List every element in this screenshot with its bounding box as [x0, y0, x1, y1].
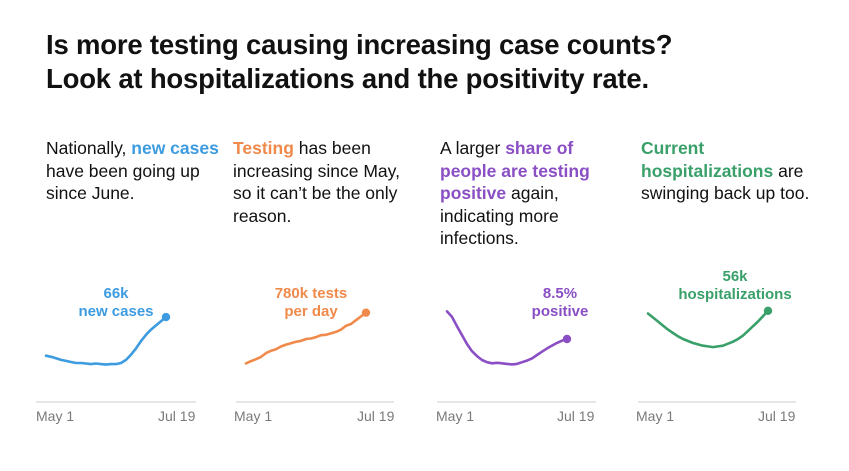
value-unit: hospitalizations [678, 286, 792, 303]
caption-positivity: A larger share of people are testing pos… [440, 137, 630, 250]
series-line [445, 310, 569, 366]
chart-title: Is more testing causing increasing case … [46, 28, 836, 96]
panel-testing: Testing has been increasing since May, s… [233, 137, 423, 227]
value-unit: per day [284, 303, 338, 320]
endpoint-marker [763, 306, 773, 315]
series-line [646, 309, 770, 349]
title-line-1: Is more testing causing increasing case … [46, 29, 673, 60]
x-start-label: May 1 [636, 408, 675, 424]
value-number: 8.5% [542, 285, 578, 302]
value-label-new-cases: 66k new cases [56, 285, 176, 321]
value-number: 56k [722, 268, 748, 285]
series-line [44, 315, 168, 366]
panel-hospitalizations: Current hospitalizations are swinging ba… [641, 137, 831, 205]
x-start-label: May 1 [436, 408, 475, 424]
caption-testing: Testing has been increasing since May, s… [233, 137, 423, 227]
caption-highlight: share of people are testing positive [440, 138, 590, 203]
x-end-label: Jul 19 [158, 408, 196, 424]
value-label-positivity: 8.5% positive [510, 285, 610, 321]
caption-new-cases: Nationally, new cases have been going up… [46, 137, 236, 205]
value-unit: positive [531, 303, 589, 320]
endpoint-marker [361, 308, 371, 317]
caption-hospitalizations: Current hospitalizations are swinging ba… [641, 137, 831, 205]
x-start-label: May 1 [36, 408, 75, 424]
x-start-label: May 1 [234, 408, 273, 424]
x-end-label: Jul 19 [357, 408, 395, 424]
value-number: 780k tests [274, 285, 348, 302]
caption-highlight: Testing [233, 138, 294, 158]
endpoint-marker [161, 312, 171, 322]
caption-part: have been going up since June. [46, 160, 200, 204]
title-line-2: Look at hospitalizations and the positiv… [46, 63, 649, 94]
value-label-testing: 780k tests per day [251, 285, 371, 321]
caption-part: are swinging back up too. [641, 160, 810, 204]
value-label-hospitalizations: 56k hospitalizations [650, 268, 820, 304]
x-end-label: Jul 19 [758, 408, 796, 424]
panel-new-cases: Nationally, new cases have been going up… [46, 137, 236, 205]
panel-positivity: A larger share of people are testing pos… [440, 137, 630, 250]
series-line [244, 311, 368, 365]
value-unit: new cases [78, 303, 154, 320]
caption-part: A larger [440, 138, 506, 158]
caption-part: again, indicating more infections. [440, 183, 559, 248]
value-number: 66k [103, 285, 129, 302]
x-end-label: Jul 19 [557, 408, 595, 424]
endpoint-marker [562, 334, 572, 344]
caption-part: has been increasing since May, so it can… [233, 138, 400, 226]
caption-highlight: new cases [131, 138, 219, 158]
caption-highlight: Current hospitalizations [641, 138, 774, 181]
caption-part: Nationally, [46, 138, 132, 158]
